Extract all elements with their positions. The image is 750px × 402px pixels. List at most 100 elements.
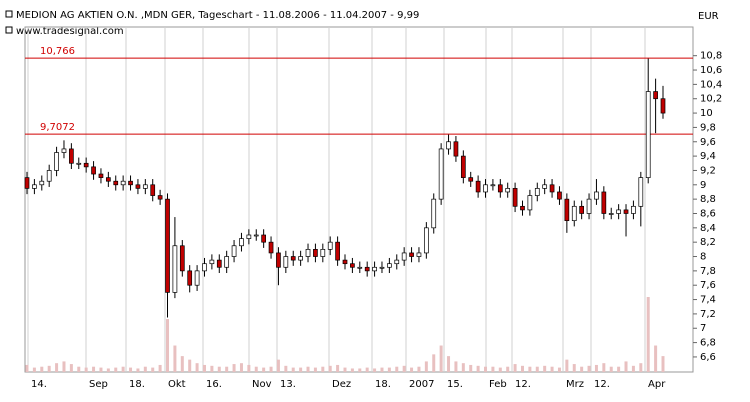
level-label: 9,7072 [40,122,75,133]
volume-bar [402,365,406,372]
x-tick-label: Mrz [566,379,584,390]
candle-body [653,91,658,100]
candle-body [320,248,326,257]
y-tick-label: 10,4 [700,79,722,90]
candle-body [172,245,178,293]
volume-bar [410,367,414,372]
volume-bar [439,345,443,372]
candle-body [601,191,607,214]
x-tick-label: 14. [31,379,47,390]
volume-bar [180,356,184,372]
y-tick-label: 10 [700,108,713,119]
volume-bar [40,366,44,372]
volume-bar [262,367,266,372]
candle-body [276,252,281,268]
candle-body [394,259,400,265]
level-label: 10,766 [40,46,75,57]
volume-bar [62,361,66,372]
volume-bar [336,364,340,372]
y-tick-label: 9,6 [700,137,716,148]
candle-body [91,166,96,175]
candle-body [231,245,237,257]
candle-body [150,184,156,196]
volume-bar [291,367,295,372]
volume-bar [476,365,480,372]
y-tick-label: 7,2 [700,309,716,320]
volume-bar [151,367,155,372]
candle-body [350,263,355,268]
candle-body [305,248,311,257]
candle-body [253,234,259,237]
candle-body [631,205,636,214]
volume-bar [373,368,377,372]
volume-bar [528,366,532,372]
volume-bar [624,361,628,372]
volume-bar [284,365,288,372]
candle-body [364,266,370,272]
y-tick-label: 7,6 [700,280,716,291]
volume-bar [639,363,643,372]
candle-body [638,177,644,207]
volume-bar [617,366,621,372]
candle-body [165,198,170,293]
candle-body [261,234,267,243]
volume-bar [387,367,391,372]
x-tick-label: Feb [489,379,507,390]
volume-bar [506,366,510,372]
candle-body [453,141,459,157]
candle-body [209,259,215,265]
volume-bar [661,356,665,372]
volume-bar [269,366,273,372]
x-tick-label: Okt [168,379,186,390]
candle-body [179,245,185,272]
volume-bar [276,359,280,372]
candle-body [571,205,577,222]
x-tick-label: 13. [280,379,296,390]
y-tick-label: 10,2 [700,94,722,105]
volume-bar [158,364,162,372]
volume-bar [365,367,369,372]
volume-bar [543,365,547,372]
candle-body [290,256,296,261]
volume-bar [195,363,199,372]
y-tick-label: 9,8 [700,122,716,133]
candle-body [460,155,466,178]
volume-bar [631,365,635,372]
candle-body [483,184,488,193]
volume-bar [328,365,332,372]
volume-bar [557,367,561,372]
volume-bar [225,366,229,372]
candle-body [549,184,555,193]
volume-bar [84,367,88,372]
volume-bar [129,367,133,372]
volume-bar [654,345,658,372]
volume-bar [166,319,170,372]
x-tick-label: Apr [648,379,666,390]
candle-body [216,259,222,268]
candle-body [586,198,592,214]
x-tick-label: Dez [332,379,351,390]
candle-body [564,198,570,222]
volume-bar [609,366,613,372]
volume-bar [454,361,458,372]
x-tick-label: 15. [447,379,463,390]
volume-bar [565,359,569,372]
candle-body [135,184,141,189]
candle-body [76,162,82,165]
candle-body [342,259,348,265]
volume-bar [173,345,177,372]
candle-body [431,198,437,229]
volume-bar [447,356,451,372]
volume-bar [47,365,51,372]
candle-body [372,266,377,272]
candle-body [387,263,392,268]
y-tick-label: 6,6 [700,352,716,363]
x-tick-label: Nov [252,379,272,390]
y-tick-label: 7,8 [700,266,716,277]
volume-bar [254,366,258,372]
candle-body [239,238,244,247]
candle-body [335,241,340,261]
x-tick-label: 16. [206,379,222,390]
volume-bar [587,365,591,372]
volume-bar [343,367,347,372]
